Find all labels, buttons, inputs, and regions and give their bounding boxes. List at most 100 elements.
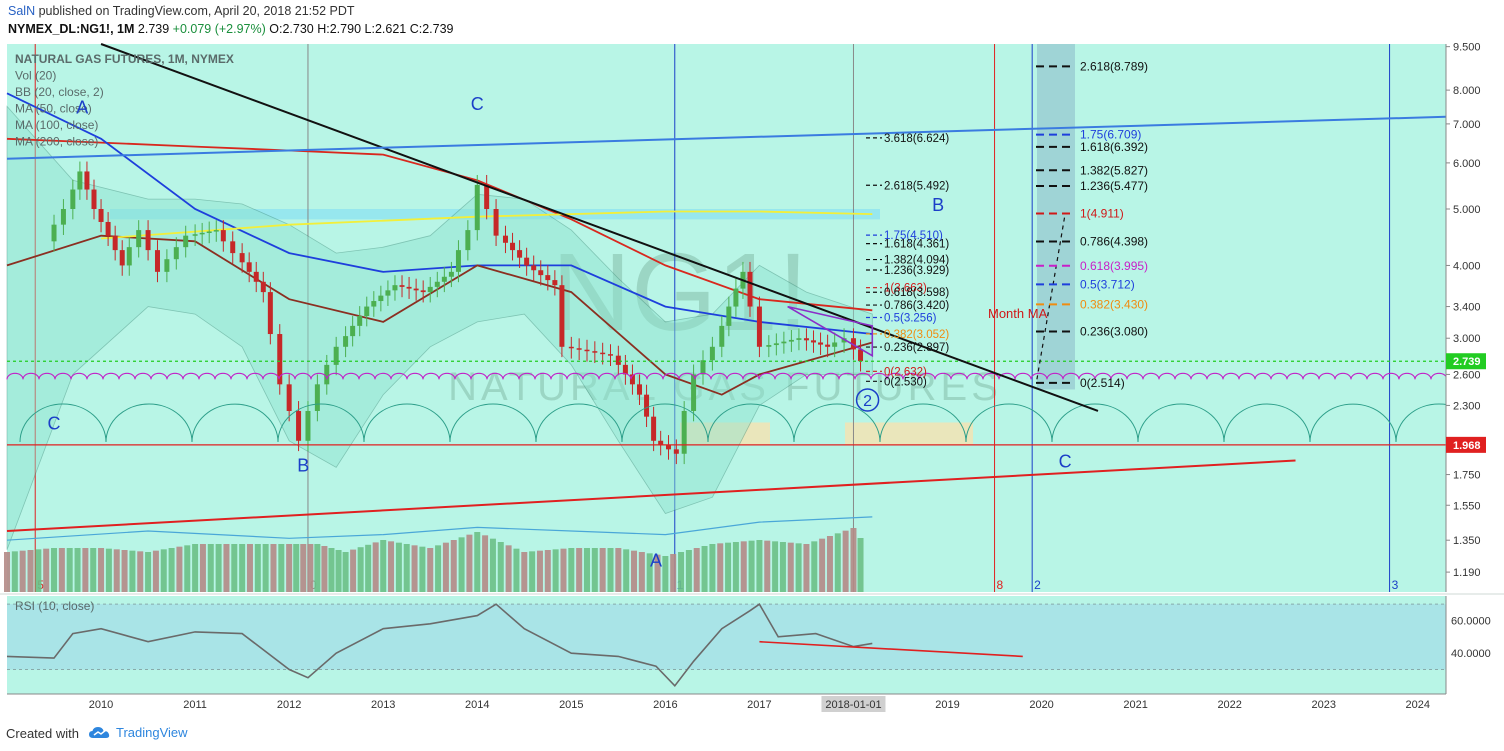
candle-body: [733, 288, 739, 307]
cloud-icon: [89, 726, 110, 738]
box-zone-1: [680, 422, 770, 445]
volume-bar: [654, 554, 661, 592]
volume-bar: [395, 542, 402, 592]
price-chart[interactable]: NG1!NATURAL GAS FUTURES501823NATURAL GAS…: [0, 0, 1504, 716]
vertical-marker-label: 8: [997, 578, 1004, 592]
price-axis-label: 1.190: [1453, 567, 1481, 579]
candle-body: [406, 286, 412, 289]
volume-bar: [607, 548, 614, 592]
fib-right-label: 0.236(3.080): [1080, 325, 1148, 339]
candle-body: [434, 281, 440, 287]
ma-yellow-line: [101, 210, 873, 240]
publisher-line: SalN published on TradingView.com, April…: [8, 4, 355, 18]
price-axis-label: 1.350: [1453, 535, 1481, 547]
candle-body: [629, 374, 635, 385]
volume-bar: [168, 548, 175, 592]
candle-body: [825, 344, 831, 347]
time-axis-label: 2010: [89, 699, 113, 711]
candle-body: [681, 410, 687, 454]
fib-right-label: 1.618(6.392): [1080, 140, 1148, 154]
symbol-name: NYMEX_DL:NG1!, 1M: [8, 22, 135, 36]
candle-body: [576, 348, 582, 350]
candle-body: [810, 340, 816, 343]
rsi-divergence-line: [759, 640, 1023, 658]
volume-bar: [403, 544, 410, 592]
volume-bar: [489, 538, 496, 592]
candle-body: [333, 346, 339, 365]
volume-bar: [192, 544, 199, 592]
time-axis-label: 2017: [747, 699, 771, 711]
candle-body: [239, 253, 245, 263]
volume-bar: [717, 543, 724, 592]
candle-body: [552, 280, 558, 286]
volume-bar: [82, 548, 89, 592]
candle-body: [246, 262, 252, 272]
fib-right-label: 1.75(6.709): [1080, 128, 1141, 142]
ma50-line: [6, 92, 873, 335]
volume-bar: [803, 544, 810, 592]
volume-bar: [756, 540, 763, 592]
volume-bar: [307, 544, 314, 592]
footer: [0, 716, 1504, 751]
volume-bar: [779, 542, 786, 592]
time-axis-label: 2011: [183, 699, 207, 711]
candle-body: [493, 209, 499, 236]
volume-bar: [43, 548, 50, 592]
volume-bar: [466, 534, 473, 592]
cycle-arcs-large: [19, 403, 1483, 443]
projection-zone: [1037, 44, 1075, 390]
last-price: 2.739: [137, 22, 170, 36]
fib-right-label: 1.236(5.477): [1080, 179, 1148, 193]
fib-cluster-label: 0.236(2.897): [884, 342, 949, 354]
vertical-marker-label: 0: [310, 578, 317, 592]
time-axis-label: 2019: [935, 699, 959, 711]
candle-body: [818, 342, 824, 345]
time-axis-label: 2018-01-01: [825, 699, 881, 711]
price-axis-label: 1.550: [1453, 500, 1481, 512]
legend-item: MA (100, close): [15, 118, 98, 132]
price-axis-label: 5.000: [1453, 204, 1481, 216]
wave-label: A: [650, 551, 662, 571]
volume-bar: [787, 542, 794, 592]
volume-bar: [599, 548, 606, 592]
support-price-tag: [1446, 436, 1486, 453]
fib-right-label: 0.382(3.430): [1080, 297, 1148, 311]
volume-bar: [583, 548, 590, 592]
time-axis-label: 2015: [559, 699, 583, 711]
price-axis-label: 9.500: [1453, 42, 1481, 54]
fib-cluster-label: 1.75(4.510): [884, 230, 943, 242]
candle-body: [277, 334, 283, 385]
box-zone-2: [845, 422, 973, 445]
candle-body: [98, 209, 104, 222]
wave-label: 2: [863, 393, 872, 410]
publisher-user[interactable]: SalN: [8, 4, 36, 18]
volume-bar: [544, 550, 551, 592]
volume-bar: [160, 549, 167, 592]
fib-cluster-label: 0.618(3.598): [884, 287, 949, 299]
candle-body: [305, 410, 311, 441]
volume-bar: [239, 544, 246, 592]
candle-body: [399, 285, 405, 287]
tradingview-logo[interactable]: TradingView: [88, 725, 188, 740]
candle-body: [568, 346, 574, 349]
time-axis-label: 2023: [1311, 699, 1335, 711]
candle-body: [510, 242, 516, 251]
candle-body: [371, 301, 377, 307]
candle-body: [230, 241, 236, 254]
volume-bar: [764, 540, 771, 592]
candle-body: [441, 276, 447, 282]
candle-body: [700, 360, 706, 375]
candle-body: [392, 285, 398, 291]
price-axis-label: 8.000: [1453, 85, 1481, 97]
volume-bar: [262, 544, 269, 592]
volume-bar: [58, 548, 65, 592]
candle-body: [173, 247, 179, 260]
candle-body: [622, 364, 628, 375]
volume-bar: [11, 551, 18, 592]
vertical-marker-label: 3: [1392, 578, 1399, 592]
candle-body: [164, 259, 170, 272]
candle-body: [545, 275, 551, 281]
time-axis-label: 2013: [371, 699, 395, 711]
candle-body: [145, 230, 151, 251]
candle-body: [105, 221, 111, 236]
